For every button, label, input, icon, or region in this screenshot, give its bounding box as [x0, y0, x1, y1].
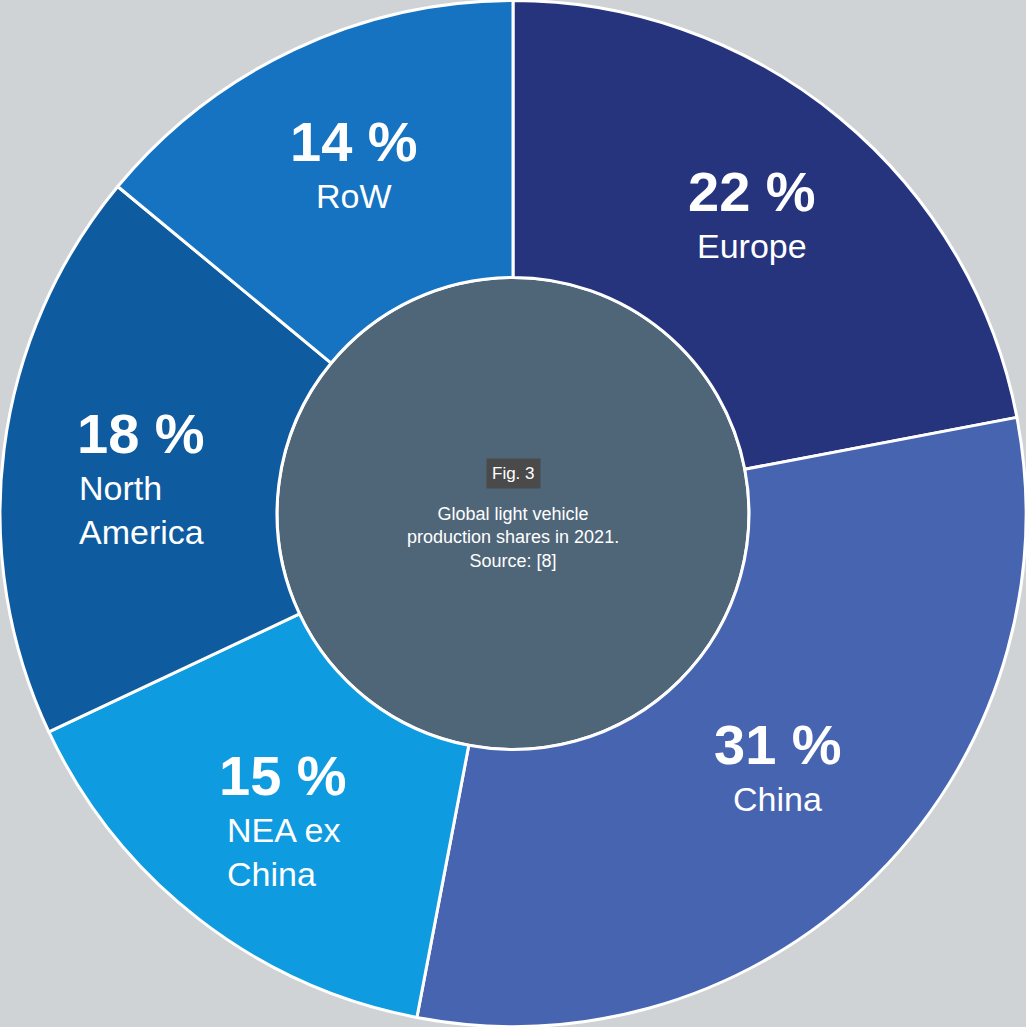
svg-text:18 %: 18 % — [77, 402, 205, 465]
svg-text:NEA exChina: NEA exChina — [227, 811, 340, 893]
svg-text:China: China — [733, 780, 822, 818]
svg-text:Global light vehicleproduction: Global light vehicleproduction shares in… — [407, 504, 619, 571]
svg-text:15 %: 15 % — [219, 744, 347, 807]
svg-text:NorthAmerica: NorthAmerica — [79, 469, 204, 551]
svg-text:22 %: 22 % — [688, 160, 816, 223]
svg-text:Fig. 3: Fig. 3 — [492, 464, 535, 483]
svg-text:Europe: Europe — [697, 227, 807, 265]
svg-text:14 %: 14 % — [290, 110, 418, 173]
svg-text:RoW: RoW — [316, 177, 392, 215]
svg-text:31 %: 31 % — [714, 713, 842, 776]
